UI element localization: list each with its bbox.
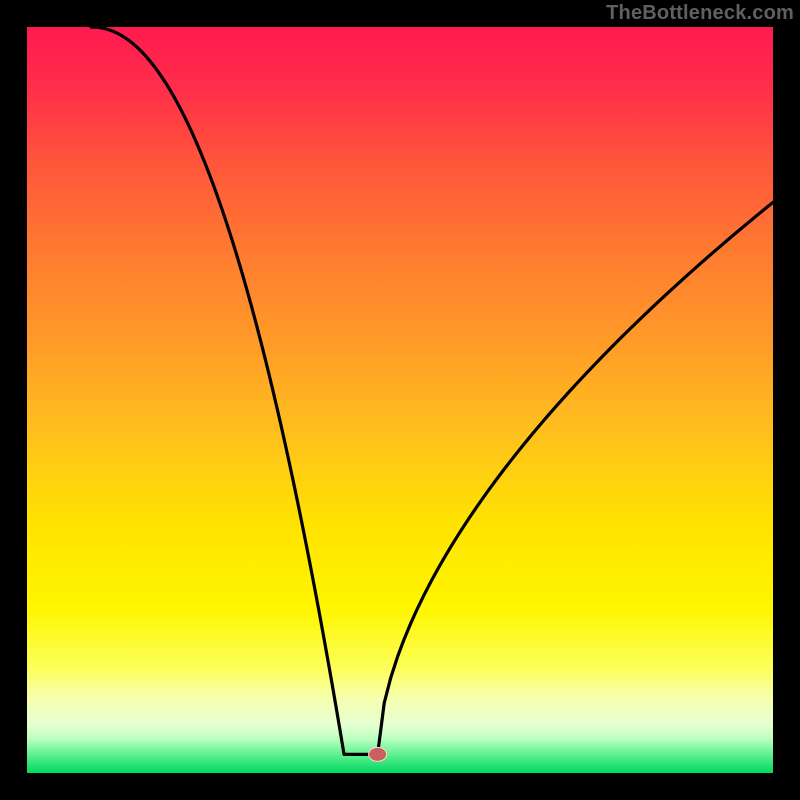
chart-svg xyxy=(0,0,800,800)
optimal-point-marker xyxy=(369,747,387,761)
plot-background xyxy=(27,27,773,773)
watermark-text: TheBottleneck.com xyxy=(606,2,794,25)
chart-root: TheBottleneck.com xyxy=(0,0,800,800)
